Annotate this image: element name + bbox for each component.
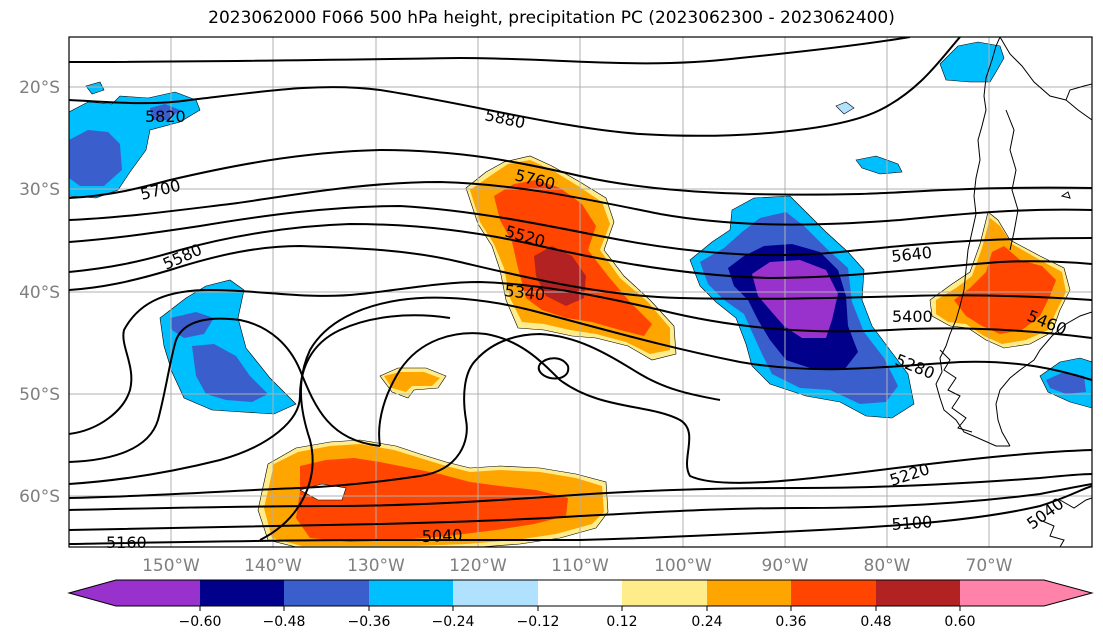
contour-label: 5580 xyxy=(160,240,205,274)
colorbar-segment xyxy=(116,580,200,606)
contour-label: 5040 xyxy=(421,526,462,546)
latitude-labels: 20°S 30°S 40°S 50°S 60°S xyxy=(19,78,60,507)
contour-label: 5160 xyxy=(106,533,147,552)
contour-label: 5880 xyxy=(483,105,527,132)
lon-label: 140°W xyxy=(244,556,302,576)
colorbar-tick-label: −0.48 xyxy=(263,614,306,630)
lon-label: 90°W xyxy=(762,556,809,576)
contour-label: 5820 xyxy=(145,107,186,126)
lon-label: 120°W xyxy=(449,556,507,576)
map-panel xyxy=(69,37,1092,547)
contour-label: 5400 xyxy=(892,307,933,326)
lat-label: 20°S xyxy=(19,78,60,98)
lon-label: 110°W xyxy=(551,556,609,576)
lat-label: 60°S xyxy=(19,487,60,507)
contour-label: 5700 xyxy=(138,176,182,204)
colorbar-tick-label: 0.12 xyxy=(606,614,637,630)
colorbar-segment xyxy=(538,580,622,606)
lon-label: 80°W xyxy=(864,556,911,576)
colorbar-tick-label: 0.48 xyxy=(860,614,891,630)
colorbar-segment xyxy=(200,580,284,606)
colorbar: −0.60 −0.48 −0.36 −0.24 −0.12 0.12 0.24 … xyxy=(67,579,1094,630)
colorbar-segment xyxy=(960,580,1044,606)
colorbar-segment xyxy=(622,580,707,606)
colorbar-extend-high xyxy=(1044,580,1092,606)
colorbar-extend-low xyxy=(69,580,116,606)
colorbar-segment xyxy=(369,580,453,606)
lat-label: 40°S xyxy=(19,283,60,303)
graticule xyxy=(69,37,1092,547)
colorbar-tick-label: 0.24 xyxy=(691,614,722,630)
colorbar-tick-label: −0.24 xyxy=(432,614,475,630)
colorbar-segment xyxy=(876,580,960,606)
colorbar-segment xyxy=(707,580,791,606)
positive-precip-areas xyxy=(257,155,1071,547)
lon-label: 70°W xyxy=(966,556,1013,576)
height-contours xyxy=(69,37,1092,545)
contour-label: 5640 xyxy=(890,243,932,266)
lon-label: 130°W xyxy=(347,556,405,576)
lon-label: 100°W xyxy=(654,556,712,576)
longitude-labels: 150°W 140°W 130°W 120°W 110°W 100°W 90°W… xyxy=(142,556,1013,576)
colorbar-segment xyxy=(284,580,369,606)
contour-label: 5100 xyxy=(891,512,933,534)
colorbar-tick-label: 0.36 xyxy=(775,614,806,630)
lat-label: 50°S xyxy=(19,385,60,405)
colorbar-tick-label: −0.60 xyxy=(179,614,222,630)
colorbar-segment xyxy=(791,580,876,606)
negative-precip-areas xyxy=(69,41,1092,419)
colorbar-tick-label: −0.36 xyxy=(348,614,391,630)
lon-label: 150°W xyxy=(142,556,200,576)
map-title: 2023062000 F066 500 hPa height, precipit… xyxy=(208,8,895,28)
coastline xyxy=(935,37,1092,547)
lat-label: 30°S xyxy=(19,180,60,200)
colorbar-tick-label: 0.60 xyxy=(944,614,975,630)
colorbar-tick-label: −0.12 xyxy=(517,614,560,630)
colorbar-segment xyxy=(453,580,538,606)
contour-label: 5340 xyxy=(504,281,546,304)
map-frame xyxy=(68,36,1093,548)
